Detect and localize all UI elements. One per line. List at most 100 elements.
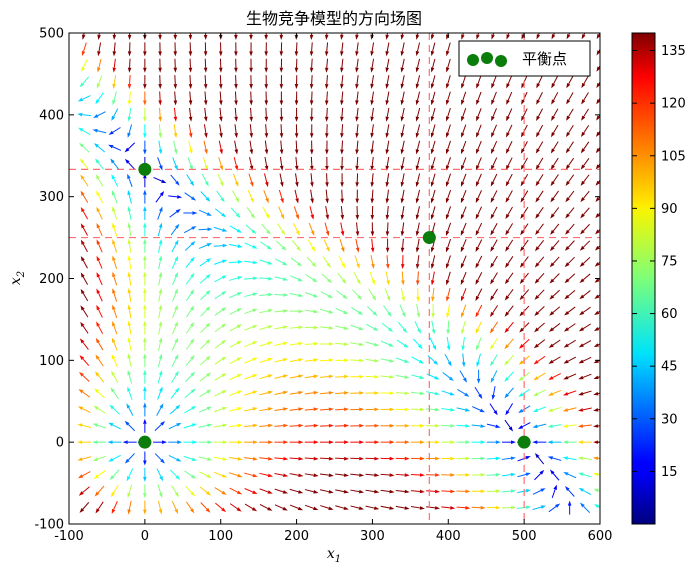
vector-arrow: [520, 141, 528, 154]
vector-arrow: [385, 58, 390, 73]
vector-arrow: [203, 58, 208, 73]
vector-arrow: [426, 489, 441, 494]
vector-arrow: [93, 111, 106, 119]
vector-arrow: [95, 354, 104, 367]
vector-arrow: [170, 387, 180, 399]
vector-arrow: [517, 472, 531, 478]
y-tick-label: 500: [39, 27, 64, 42]
vector-arrow: [185, 485, 196, 497]
vector-arrow: [319, 374, 334, 379]
vector-arrow: [400, 58, 405, 73]
vector-arrow: [279, 156, 284, 171]
vector-arrow: [127, 337, 132, 351]
vector-arrow: [304, 342, 319, 346]
vector-arrow: [127, 124, 133, 138]
vector-arrow: [274, 341, 289, 347]
vector-arrow: [460, 288, 467, 302]
vector-arrow: [395, 456, 410, 461]
vector-arrow: [203, 42, 208, 57]
vector-arrow: [304, 374, 319, 379]
vector-arrow: [77, 112, 92, 117]
colorbar-tick-label: 75: [661, 254, 678, 269]
vector-arrow: [126, 468, 134, 482]
vector-arrow: [234, 107, 238, 122]
vector-arrow: [172, 288, 178, 302]
vector-arrow: [289, 440, 304, 444]
vector-arrow: [158, 320, 163, 335]
vector-arrow: [380, 340, 394, 347]
vector-arrow: [108, 127, 121, 135]
vector-arrow: [580, 190, 590, 203]
vector-arrow: [431, 304, 435, 319]
vector-arrow: [127, 189, 132, 204]
vector-arrow: [535, 157, 544, 170]
vector-arrow: [234, 140, 239, 155]
vector-arrow: [171, 370, 179, 383]
vector-arrow: [551, 75, 559, 89]
vector-arrow: [279, 124, 284, 139]
vector-arrow: [81, 42, 87, 57]
vector-arrow: [534, 289, 545, 300]
vector-arrow: [259, 472, 274, 478]
vector-arrow: [385, 140, 390, 155]
vector-arrow: [534, 469, 545, 481]
vector-arrow: [490, 223, 498, 236]
vector-arrow: [550, 207, 560, 219]
vector-arrow: [385, 91, 390, 106]
vector-arrow: [110, 485, 119, 498]
vector-arrow: [244, 324, 258, 331]
vector-arrow: [259, 309, 274, 314]
vector-arrow: [143, 189, 147, 204]
vector-arrow: [310, 156, 314, 171]
vector-arrow: [549, 256, 560, 268]
vector-arrow: [274, 358, 289, 363]
vector-arrow: [79, 76, 90, 88]
vector-arrow: [536, 75, 543, 89]
vector-arrow: [471, 440, 486, 444]
vector-arrow: [264, 75, 269, 90]
vector-arrow: [156, 403, 164, 416]
vector-arrow: [124, 420, 136, 432]
vector-arrow: [365, 505, 380, 510]
vector-arrow: [78, 388, 91, 398]
vector-arrow: [218, 140, 223, 155]
vector-arrow: [168, 422, 182, 430]
vector-arrow: [457, 388, 470, 397]
vector-arrow: [532, 505, 547, 511]
vector-arrow: [78, 486, 90, 496]
vector-arrow: [278, 189, 284, 204]
vector-arrow: [461, 320, 466, 335]
vector-arrow: [370, 189, 375, 204]
vector-arrow: [198, 406, 212, 413]
vector-arrow: [578, 356, 592, 364]
vector-arrow: [309, 91, 314, 106]
vector-arrow: [219, 124, 223, 139]
vector-arrow: [340, 75, 344, 90]
vector-arrow: [549, 469, 560, 481]
vector-arrow: [505, 173, 513, 187]
vector-arrow: [426, 407, 441, 412]
vector-arrow: [475, 337, 482, 351]
vector-arrow: [200, 306, 211, 317]
vector-arrow: [335, 505, 349, 510]
vector-arrow: [564, 273, 576, 284]
legend: 平衡点: [458, 40, 591, 77]
vector-arrow: [279, 173, 284, 188]
vector-arrow: [259, 390, 274, 396]
vector-arrow: [229, 390, 243, 396]
vector-arrow: [370, 173, 375, 188]
vector-arrow: [426, 440, 441, 444]
vector-arrow: [143, 206, 147, 221]
vector-arrow: [292, 222, 300, 236]
vector-arrow: [274, 456, 289, 461]
vector-arrow: [446, 42, 451, 57]
vector-arrow: [355, 75, 359, 90]
vector-arrow: [157, 500, 163, 515]
vector-arrow: [274, 440, 289, 444]
vector-arrow: [172, 157, 178, 171]
vector-arrow: [579, 306, 591, 316]
vector-arrow: [92, 440, 107, 444]
vector-arrow: [229, 373, 243, 381]
vector-arrow: [490, 239, 498, 252]
vector-arrow: [369, 271, 375, 286]
